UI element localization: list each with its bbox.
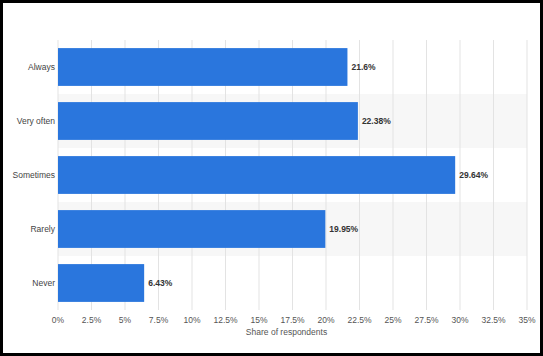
- category-label: Very often: [17, 116, 56, 126]
- data-label: 19.95%: [329, 224, 358, 234]
- category-label: Never: [32, 278, 55, 288]
- tick-label: 30%: [451, 315, 468, 325]
- tick-label: 32.5%: [481, 315, 506, 325]
- grid-line: [493, 40, 494, 310]
- tick-label: 25%: [384, 315, 401, 325]
- data-label: 29.64%: [459, 170, 488, 180]
- tick-label: 5%: [119, 315, 132, 325]
- tick-label: 17.5%: [280, 315, 305, 325]
- axis-title: Share of respondents: [246, 327, 327, 337]
- bar: [58, 264, 144, 302]
- category-label: Rarely: [30, 224, 55, 234]
- bar: [58, 102, 358, 140]
- tick-label: 20%: [317, 315, 334, 325]
- bar: [58, 156, 455, 194]
- grid-line: [527, 40, 528, 310]
- tick-label: 12.5%: [213, 315, 238, 325]
- tick-label: 27.5%: [414, 315, 439, 325]
- data-label: 6.43%: [148, 278, 173, 288]
- tick-label: 22.5%: [347, 315, 372, 325]
- frame: [2, 2, 542, 355]
- bar: [58, 210, 325, 248]
- category-label: Sometimes: [12, 170, 55, 180]
- category-label: Always: [28, 62, 55, 72]
- tick-label: 15%: [250, 315, 267, 325]
- data-label: 22.38%: [362, 116, 391, 126]
- row-stripe: [58, 202, 527, 256]
- chart: 0% 2.5% 5% 7.5% 10% 12.5% 15% 17.5% 20% 22.5% 25% 2…: [0, 0, 543, 356]
- bar: [58, 48, 347, 86]
- tick-label: 0%: [52, 315, 65, 325]
- data-label: 21.6%: [351, 62, 376, 72]
- row-stripe: [58, 94, 527, 148]
- tick-label: 10%: [183, 315, 200, 325]
- bars: [58, 48, 455, 302]
- tick-label: 7.5%: [149, 315, 169, 325]
- tick-label: 2.5%: [82, 315, 102, 325]
- tick-label: 35%: [518, 315, 535, 325]
